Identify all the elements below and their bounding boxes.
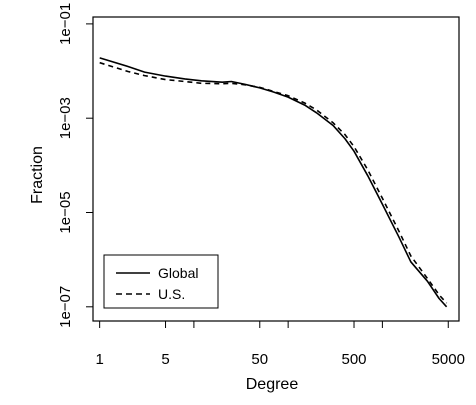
series-line-global	[99, 57, 448, 308]
y-tick-label: 1e−03	[57, 97, 74, 139]
x-tick-label: 1	[95, 351, 103, 368]
y-tick-label: 1e−07	[57, 286, 74, 328]
x-tick-label: 5000	[432, 351, 465, 368]
y-tick-label: 1e−01	[57, 3, 74, 45]
plot-frame	[92, 16, 460, 322]
x-axis-label: Degree	[246, 376, 299, 393]
x-tick-label: 500	[342, 351, 367, 368]
y-tick-label: 1e−05	[57, 191, 74, 233]
legend: Global U.S.	[103, 254, 219, 309]
series-line-u-s	[99, 61, 448, 304]
legend-label-us: U.S.	[158, 286, 185, 302]
y-axis-label: Fraction	[29, 146, 46, 204]
legend-box	[103, 254, 219, 309]
x-tick-label: 50	[251, 351, 268, 368]
legend-label-global: Global	[158, 265, 198, 281]
x-tick-label: 5	[161, 351, 169, 368]
x-axis: 1 5 50 500 5000	[95, 321, 465, 368]
series-layer	[99, 57, 448, 308]
y-axis: 1e−01 1e−03 1e−05 1e−07	[57, 3, 93, 328]
